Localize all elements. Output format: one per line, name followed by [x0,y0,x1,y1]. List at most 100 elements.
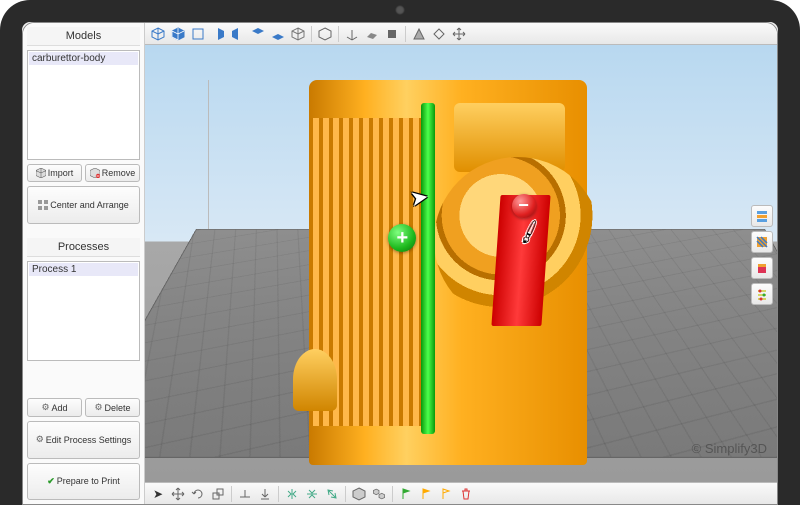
scale-button[interactable] [209,485,227,503]
center-label: Center and Arrange [50,200,129,210]
edit-process-button[interactable]: ⚙ Edit Process Settings [27,421,140,459]
solid-button[interactable] [383,25,401,43]
machine-button[interactable] [751,257,773,279]
mirror-icon [285,487,299,501]
list-item[interactable]: Process 1 [29,263,138,276]
group-button[interactable] [350,485,368,503]
flag-icon [399,487,413,501]
model-carburettor[interactable] [309,80,587,465]
normals-button[interactable] [363,25,381,43]
sliders-icon [755,287,769,301]
import-button[interactable]: Import [27,164,82,182]
view-left-button[interactable] [229,25,247,43]
support-add-region[interactable] [421,103,435,434]
cube-icon [171,27,185,41]
list-item[interactable]: carburettor-body [29,52,138,65]
edit-label: Edit Process Settings [46,435,132,445]
processes-list[interactable]: Process 1 [27,261,140,361]
laptop-frame: Models carburettor-body Import Remove [0,0,800,505]
view-back-button[interactable] [249,25,267,43]
preview-mode-button[interactable] [751,205,773,227]
mirror-icon [305,487,319,501]
mirror-x-button[interactable] [283,485,301,503]
light-button[interactable] [430,25,448,43]
view-right-button[interactable] [209,25,227,43]
check-icon: ✔ [47,476,55,487]
separator [405,26,406,42]
processes-panel-title: Processes [27,238,140,257]
scale-icon [211,487,225,501]
delete-button[interactable] [457,485,475,503]
separator [278,486,279,502]
viewport-3d[interactable]: + − ➤ 🖌 © Simplify3D [145,45,777,482]
prepare-label: Prepare to Print [57,476,120,486]
redo-button[interactable] [417,485,435,503]
cross-section-button[interactable] [751,231,773,253]
separator [311,26,312,42]
axis-button[interactable] [343,25,361,43]
trash-icon [459,487,473,501]
cube-icon [36,168,46,178]
ungroup-button[interactable] [370,485,388,503]
remove-button[interactable]: Remove [85,164,140,182]
wire-cube-icon [291,27,305,41]
solid-icon [385,27,399,41]
delete-label: Delete [105,403,131,413]
separator [231,486,232,502]
cube-icon [251,27,265,41]
mirror-z-button[interactable] [323,485,341,503]
triangle-icon [412,27,426,41]
left-panel: Models carburettor-body Import Remove [23,23,145,504]
view-bottom-button[interactable] [269,25,287,43]
top-toolbar [145,23,777,45]
center-arrange-button[interactable]: Center and Arrange [27,186,140,224]
prepare-print-button[interactable]: ✔ Prepare to Print [27,463,140,501]
view-wire-button[interactable] [289,25,307,43]
add-process-button[interactable]: ⚙ Add [27,398,82,417]
bottom-toolbar: ➤ [145,482,777,504]
view-top-button[interactable] [189,25,207,43]
delete-process-button[interactable]: ⚙ Delete [85,398,140,417]
app-window: Models carburettor-body Import Remove [22,22,778,505]
cube-icon [151,27,165,41]
cube-tool-button[interactable] [316,25,334,43]
layers-icon [755,209,769,223]
gear-icon: ⚙ [41,402,49,413]
view-iso-button[interactable] [149,25,167,43]
models-list[interactable]: carburettor-body [27,50,140,160]
separator [392,486,393,502]
main-area: + − ➤ 🖌 © Simplify3D ➤ [145,23,777,504]
shade-button[interactable] [410,25,428,43]
cube-icon [211,27,225,41]
variable-settings-button[interactable] [751,283,773,305]
plus-icon: + [396,227,408,250]
right-toolbar [751,205,773,305]
copy-button[interactable] [437,485,455,503]
cube-remove-icon [90,168,100,178]
axis-icon [345,27,359,41]
view-front-button[interactable] [169,25,187,43]
models-panel-title: Models [27,27,140,46]
select-button[interactable]: ➤ [149,485,167,503]
gear-icon: ⚙ [36,434,44,445]
rotate-icon [191,487,205,501]
pan-button[interactable] [169,485,187,503]
place-button[interactable] [236,485,254,503]
cube-icon [271,27,285,41]
undo-button[interactable] [397,485,415,503]
flag-icon [439,487,453,501]
gear-icon: ⚙ [94,402,102,413]
model-foot [293,349,337,411]
rotate-button[interactable] [189,485,207,503]
move-button[interactable] [450,25,468,43]
diamond-icon [432,27,446,41]
move-icon [171,487,185,501]
mirror-y-button[interactable] [303,485,321,503]
separator [338,26,339,42]
stripes-icon [755,235,769,249]
cube-icon [191,27,205,41]
drop-button[interactable] [256,485,274,503]
separator [345,486,346,502]
arrange-icon [38,200,48,210]
surface-icon [238,487,252,501]
